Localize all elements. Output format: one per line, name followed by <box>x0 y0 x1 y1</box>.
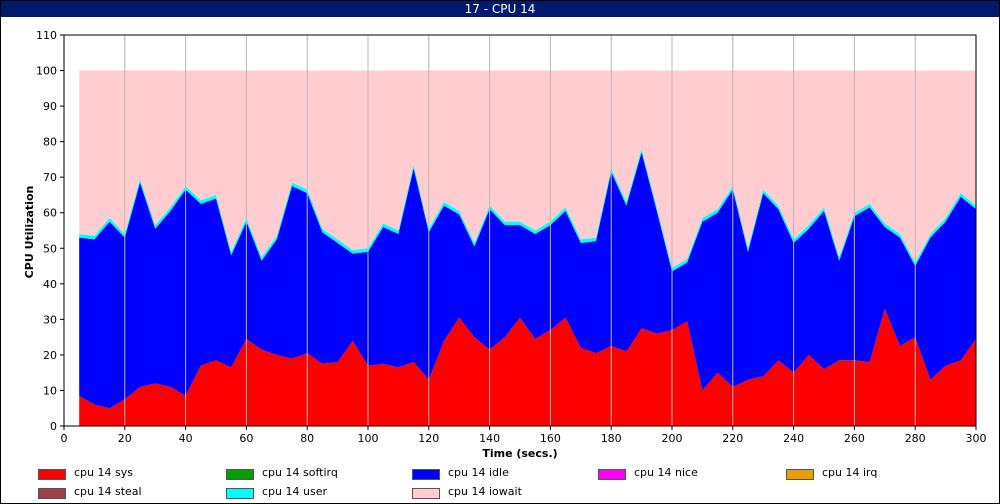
stacked-area-chart: 0 20 40 60 80 100 120 140 160 180 200 220 240 260 280 3… <box>23 29 987 460</box>
legend-swatch <box>38 488 66 499</box>
area-cpu-14-idle <box>79 152 976 409</box>
legend-swatch <box>786 469 814 480</box>
legend-label: cpu 14 idle <box>448 466 509 479</box>
y-tick-label: 0 <box>50 420 57 433</box>
y-tick-label: 40 <box>43 278 57 291</box>
legend-label: cpu 14 softirq <box>262 466 338 479</box>
x-tick-label: 20 <box>118 432 132 445</box>
legend-label: cpu 14 steal <box>74 485 142 498</box>
x-tick-label: 160 <box>540 432 561 445</box>
y-tick-label: 90 <box>43 100 57 113</box>
legend-swatch <box>38 469 66 480</box>
x-tick-label: 120 <box>418 432 439 445</box>
legend-swatch <box>412 488 440 499</box>
area-cpu-14-iowait <box>79 70 976 268</box>
x-tick-label: 240 <box>783 432 804 445</box>
y-tick-label: 50 <box>43 242 57 255</box>
y-tick-label: 80 <box>43 136 57 149</box>
legend-swatch <box>226 469 254 480</box>
x-axis-label: Time (secs.) <box>482 447 557 460</box>
area-cpu-14-sys <box>79 308 976 426</box>
y-axis-label: CPU Utilization <box>23 186 36 279</box>
x-tick-label: 260 <box>844 432 865 445</box>
x-tick-label: 140 <box>479 432 500 445</box>
legend-swatch <box>598 469 626 480</box>
x-tick-label: 0 <box>61 432 68 445</box>
y-tick-label: 10 <box>43 384 57 397</box>
x-tick-label: 220 <box>722 432 743 445</box>
y-tick-label: 30 <box>43 313 57 326</box>
y-tick-label: 110 <box>36 29 57 42</box>
x-tick-label: 100 <box>358 432 379 445</box>
x-tick-label: 300 <box>966 432 987 445</box>
x-tick-label: 200 <box>662 432 683 445</box>
y-tick-label: 60 <box>43 207 57 220</box>
x-tick-label: 180 <box>601 432 622 445</box>
y-tick-label: 100 <box>36 65 57 78</box>
legend: cpu 14 sys cpu 14 softirq cpu 14 idle cpu 1… <box>0 462 1000 504</box>
window-title: 17 - CPU 14 <box>1 1 999 17</box>
legend-label: cpu 14 sys <box>74 466 133 479</box>
legend-swatch <box>226 488 254 499</box>
legend-label: cpu 14 user <box>262 485 327 498</box>
x-tick-label: 280 <box>905 432 926 445</box>
legend-label: cpu 14 iowait <box>448 485 522 498</box>
x-tick-label: 80 <box>300 432 314 445</box>
y-tick-label: 20 <box>43 349 57 362</box>
plot-frame <box>63 34 977 427</box>
y-tick-label: 70 <box>43 171 57 184</box>
x-tick-label: 60 <box>239 432 253 445</box>
legend-label: cpu 14 irq <box>822 466 878 479</box>
legend-label: cpu 14 nice <box>634 466 698 479</box>
legend-swatch <box>412 469 440 480</box>
x-tick-label: 40 <box>179 432 193 445</box>
